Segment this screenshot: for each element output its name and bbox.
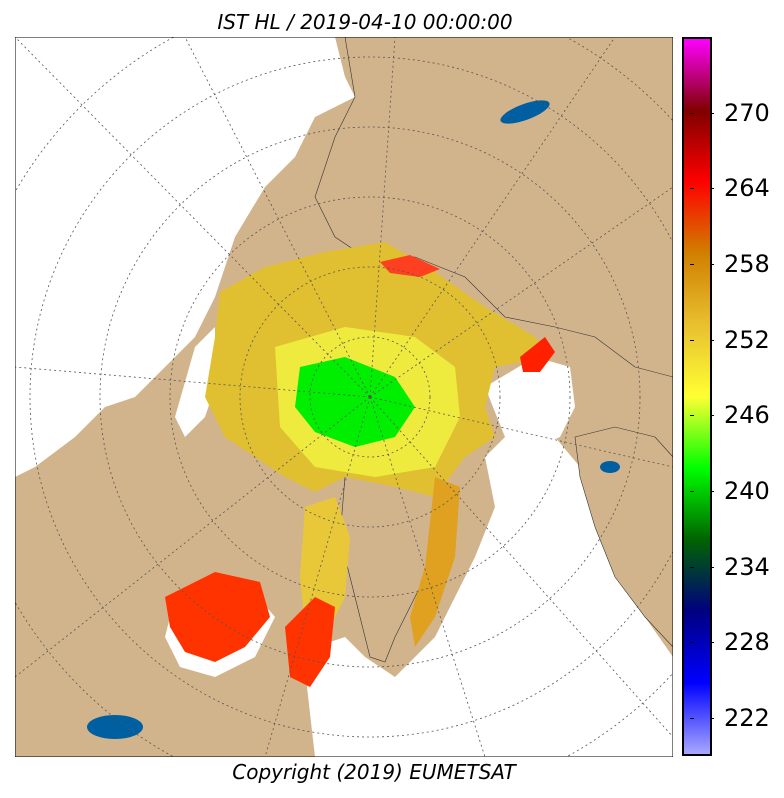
- colorbar-tick-label: 264: [724, 174, 770, 203]
- okhotsk-ice: [380, 255, 440, 277]
- colorbar-tick-label: 258: [724, 250, 770, 279]
- great-lakes: [87, 715, 143, 739]
- copyright-text: Copyright (2019) EUMETSAT: [232, 760, 516, 784]
- colorbar-tick-label: 246: [724, 401, 770, 430]
- siberia-landmass: [314, 36, 674, 378]
- barents-water: [485, 357, 575, 447]
- pacific-water: [15, 37, 355, 477]
- colorbar-tick-label: 270: [724, 98, 770, 127]
- colorbar-tick-label: 252: [724, 325, 770, 354]
- colorbar-gradient: [684, 39, 710, 754]
- colorbar-tick-label: 234: [724, 552, 770, 581]
- hudson-bay-ice: [165, 572, 270, 662]
- lake-baikal: [500, 100, 550, 124]
- kara-ice: [520, 337, 555, 372]
- labrador-ice: [285, 597, 335, 687]
- east-greenland-ice: [410, 477, 460, 647]
- lake-ladoga: [600, 461, 620, 473]
- sea-ice-cold-zone: [295, 357, 415, 447]
- map-title: IST HL / 2019-04-10 00:00:00: [217, 10, 513, 34]
- colorbar-tick-label: 228: [724, 628, 770, 657]
- colorbar: [682, 37, 712, 756]
- colorbar-tick-label: 222: [724, 704, 770, 733]
- colorbar-tick-label: 240: [724, 477, 770, 506]
- north-atlantic-water: [307, 427, 673, 757]
- scandinavia-landmass: [574, 426, 674, 648]
